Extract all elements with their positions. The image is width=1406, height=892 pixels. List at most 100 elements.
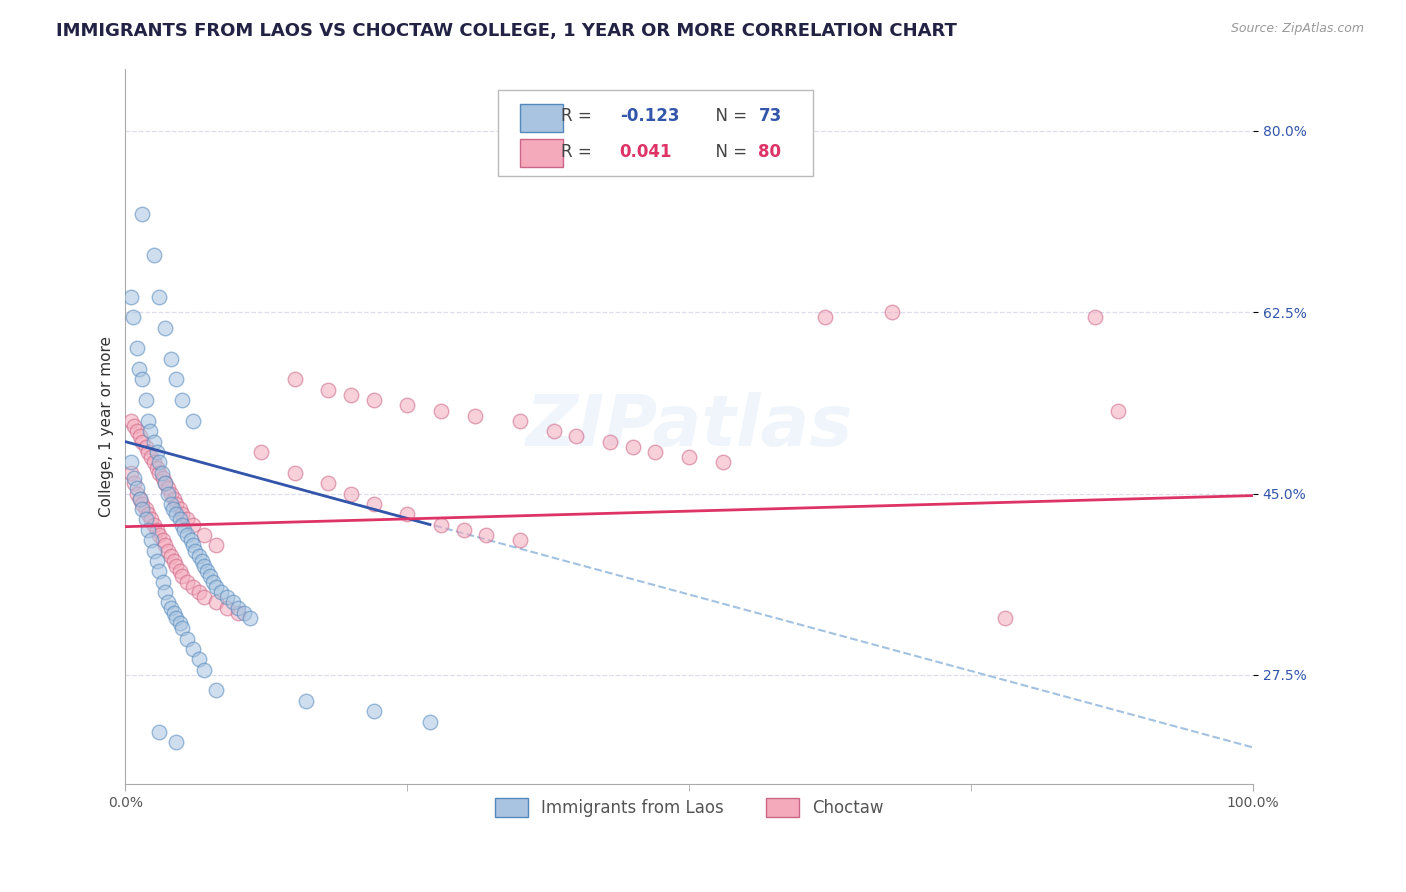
Y-axis label: College, 1 year or more: College, 1 year or more (100, 335, 114, 516)
Text: -0.123: -0.123 (620, 106, 679, 125)
Point (157, 486, 180, 500)
Point (146, 554, 169, 568)
Point (120, 466, 142, 480)
Point (120, 455, 142, 469)
Point (813, 310, 835, 325)
Point (152, 471, 174, 485)
Point (249, 445, 271, 459)
Point (148, 455, 170, 469)
Point (125, 481, 148, 495)
Point (430, 517, 453, 532)
Point (148, 466, 170, 480)
Point (509, 414, 531, 428)
Point (599, 434, 621, 449)
Text: ZIPatlas: ZIPatlas (526, 392, 853, 460)
Point (122, 310, 145, 325)
Point (475, 528, 498, 542)
Point (150, 466, 173, 480)
Point (169, 512, 191, 526)
Point (152, 533, 174, 548)
Point (181, 414, 204, 428)
Text: R =: R = (561, 143, 598, 161)
Point (148, 289, 170, 303)
Point (163, 606, 186, 620)
Point (146, 523, 169, 537)
Text: Source: ZipAtlas.com: Source: ZipAtlas.com (1230, 22, 1364, 36)
Point (202, 574, 225, 589)
Point (170, 393, 193, 408)
Point (678, 450, 700, 465)
Point (543, 425, 565, 439)
Point (464, 409, 486, 423)
Point (131, 434, 153, 449)
Point (176, 632, 198, 646)
Point (141, 533, 163, 548)
Point (124, 476, 146, 491)
Point (453, 523, 475, 537)
Point (226, 606, 249, 620)
Point (284, 372, 307, 386)
Point (204, 683, 226, 698)
Point (135, 512, 157, 526)
Point (165, 372, 187, 386)
Point (162, 502, 184, 516)
FancyBboxPatch shape (520, 103, 562, 132)
Point (125, 425, 148, 439)
Point (159, 351, 181, 366)
Point (193, 663, 215, 677)
Point (644, 445, 666, 459)
Point (124, 419, 146, 434)
Point (198, 569, 221, 583)
Point (187, 585, 209, 599)
Point (163, 491, 186, 506)
Point (181, 538, 204, 552)
Point (120, 289, 142, 303)
Point (176, 528, 198, 542)
Point (157, 543, 180, 558)
Point (176, 574, 198, 589)
Point (181, 642, 204, 657)
Point (148, 528, 170, 542)
Point (193, 528, 215, 542)
Point (142, 248, 165, 262)
Point (180, 533, 202, 548)
Point (184, 543, 207, 558)
Point (173, 523, 195, 537)
Point (396, 398, 419, 412)
Point (153, 476, 176, 491)
Point (621, 440, 644, 454)
Point (340, 486, 363, 500)
Point (120, 414, 142, 428)
Point (136, 507, 159, 521)
Point (181, 517, 204, 532)
Point (193, 559, 215, 574)
Point (170, 569, 193, 583)
Text: N =: N = (706, 106, 752, 125)
Point (187, 549, 209, 563)
Point (152, 574, 174, 589)
Point (142, 517, 165, 532)
Point (209, 585, 232, 599)
Point (125, 486, 148, 500)
Point (142, 543, 165, 558)
Point (165, 611, 187, 625)
Point (129, 429, 152, 443)
Point (157, 481, 180, 495)
Point (193, 590, 215, 604)
Point (136, 445, 159, 459)
Point (159, 600, 181, 615)
Point (509, 533, 531, 548)
Point (1107, 403, 1129, 417)
Point (129, 491, 152, 506)
Point (148, 725, 170, 739)
Point (131, 372, 153, 386)
Point (165, 559, 187, 574)
Point (153, 320, 176, 334)
Point (1084, 310, 1107, 325)
Point (159, 549, 181, 563)
Point (141, 512, 163, 526)
Point (363, 393, 385, 408)
Point (204, 595, 226, 609)
Point (146, 445, 169, 459)
Text: IMMIGRANTS FROM LAOS VS CHOCTAW COLLEGE, 1 YEAR OR MORE CORRELATION CHART: IMMIGRANTS FROM LAOS VS CHOCTAW COLLEGE,… (56, 22, 957, 40)
